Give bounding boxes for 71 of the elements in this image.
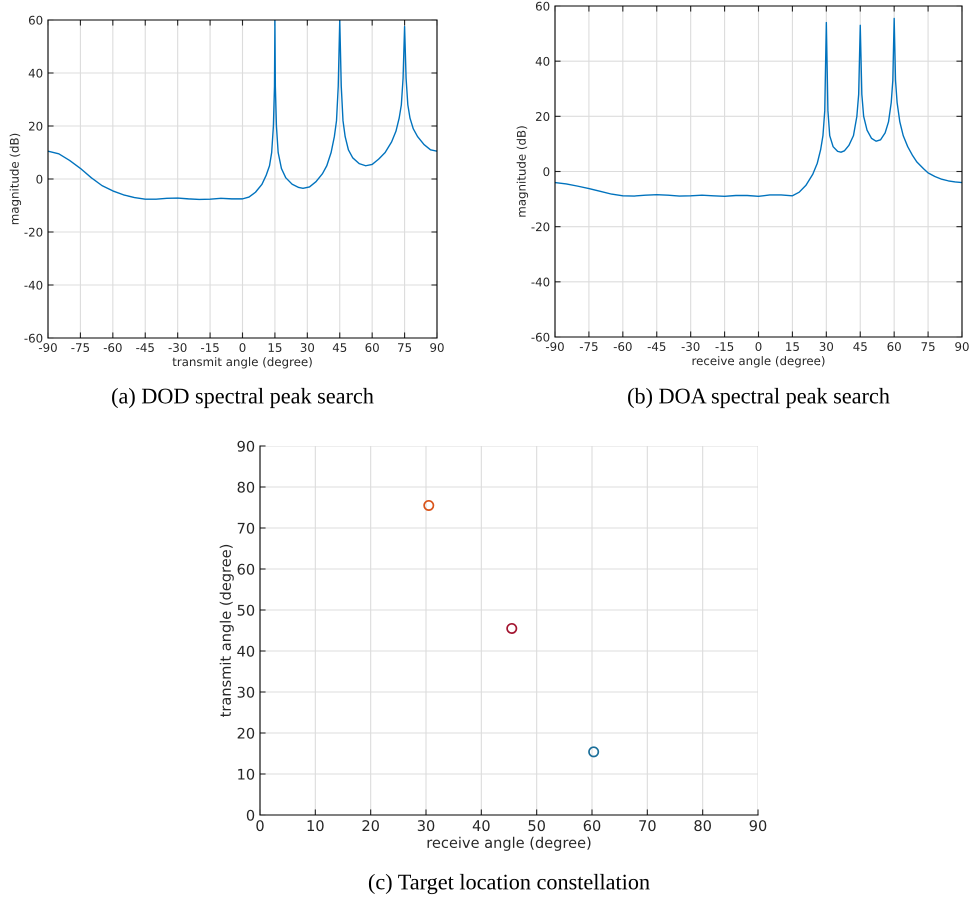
x-tick-label: 90 <box>750 820 766 832</box>
x-tick-label: -30 <box>682 342 700 351</box>
x-tick-label: 80 <box>694 820 711 832</box>
x-tick-label: 30 <box>820 342 834 351</box>
x-tick-label: 70 <box>639 820 656 832</box>
x-tick-label: -60 <box>104 343 122 352</box>
x-tick-label: -90 <box>546 342 564 351</box>
x-tick-label: 60 <box>584 820 600 832</box>
x-tick-label: -75 <box>71 343 90 352</box>
y-tick-label: 20 <box>238 728 254 739</box>
text: (c) Target location constellation <box>368 874 650 894</box>
x-tick-label: -75 <box>580 342 598 351</box>
x-tick-label: -45 <box>136 343 154 352</box>
x-tick-label: 30 <box>418 820 434 832</box>
x-tick-label: 20 <box>362 820 379 832</box>
y-tick-label: -20 <box>24 228 42 237</box>
x-tick-label: 15 <box>268 343 282 352</box>
x-tick-label: 90 <box>430 343 444 352</box>
y-tick-label: -40 <box>531 278 550 286</box>
y-tick-label: 0 <box>36 174 42 184</box>
x-tick-label: 90 <box>955 342 969 351</box>
y-tick-label: 80 <box>238 482 254 493</box>
y-tick-label: 90 <box>238 440 254 452</box>
point <box>588 746 600 758</box>
x-tick-label: -15 <box>716 342 734 351</box>
x-tick-label: -60 <box>614 342 632 351</box>
x-tick-label: -15 <box>201 343 219 352</box>
y-tick-label: -60 <box>24 334 42 343</box>
x-tick-label: 15 <box>786 342 799 351</box>
y-tick-label: 0 <box>246 810 254 821</box>
x-tick-label: 0 <box>256 820 264 832</box>
y-tick-label: 0 <box>543 167 550 176</box>
y-axis-title: magnitude (dB) <box>10 134 22 224</box>
x-tick-label: 30 <box>300 343 314 352</box>
x-tick-label: -45 <box>648 342 666 351</box>
y-tick-label: -40 <box>24 280 42 290</box>
line-series <box>555 18 962 198</box>
x-tick-label: 60 <box>365 343 379 352</box>
x-tick-label: 40 <box>472 820 490 832</box>
y-tick-label: -60 <box>531 332 550 342</box>
x-axis-title: receive angle (degree) <box>692 356 824 368</box>
x-tick-label: 45 <box>853 342 867 351</box>
text: (b) DOA spectral peak search <box>628 388 890 408</box>
y-tick-label: 40 <box>237 646 254 657</box>
x-tick-label: 10 <box>308 820 324 832</box>
x-axis-title: receive angle (degree) <box>428 836 590 851</box>
x-tick-label: 0 <box>756 342 762 351</box>
y-tick-label: 40 <box>536 56 550 66</box>
y-tick-label: 60 <box>238 564 254 575</box>
text: (a) DOD spectral peak search <box>112 388 374 408</box>
x-tick-label: -30 <box>168 343 187 352</box>
point <box>506 622 518 634</box>
y-tick-label: -20 <box>531 222 550 232</box>
y-tick-label: 70 <box>238 522 254 534</box>
y-tick-label: 10 <box>238 768 254 780</box>
y-tick-label: 40 <box>28 68 42 78</box>
y-axis-title: transmit angle (degree) <box>220 544 234 717</box>
y-tick-label: 50 <box>238 604 254 616</box>
x-tick-label: 45 <box>332 343 346 352</box>
y-tick-label: 60 <box>536 2 550 11</box>
y-tick-label: 60 <box>28 16 42 25</box>
y-axis-title: magnitude (dB) <box>516 126 528 217</box>
y-tick-label: 30 <box>238 686 254 698</box>
x-tick-label: -90 <box>38 343 57 352</box>
y-tick-label: 20 <box>28 122 42 131</box>
x-tick-label: 75 <box>922 342 935 351</box>
x-tick-label: 60 <box>887 342 901 351</box>
point <box>423 500 434 511</box>
x-tick-label: 75 <box>398 343 412 352</box>
y-tick-label: 20 <box>536 112 550 121</box>
x-axis-title: transmit angle (degree) <box>172 357 312 368</box>
